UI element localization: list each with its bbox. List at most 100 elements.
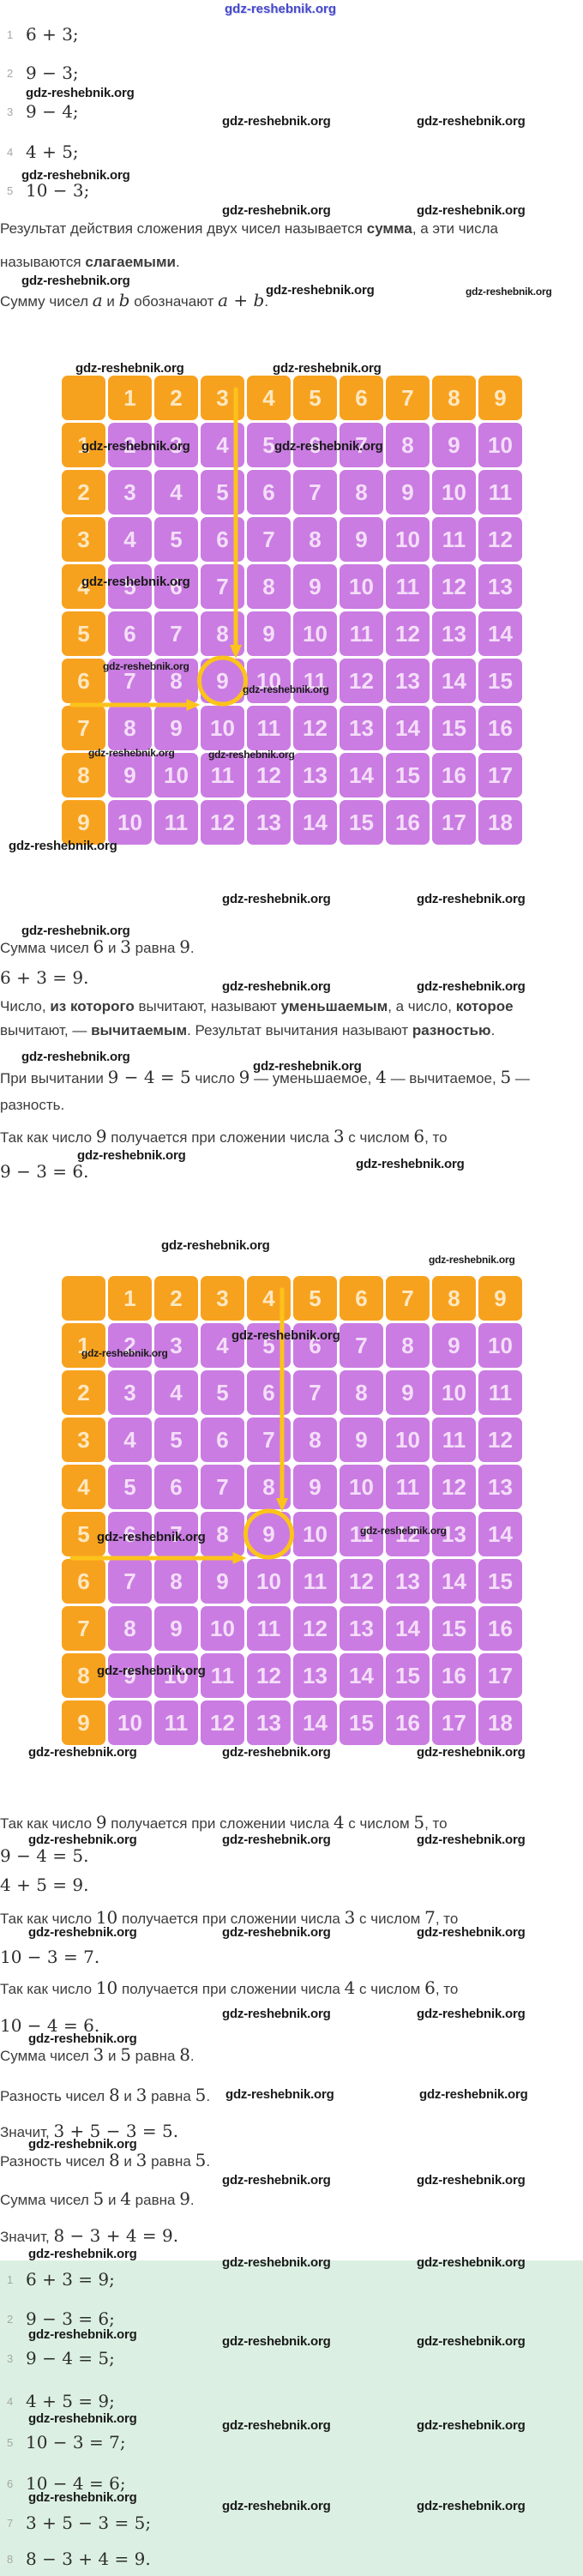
sum-cell: 13 bbox=[340, 1606, 383, 1651]
text-segment: с числом bbox=[344, 1815, 414, 1832]
text-segment: 8 bbox=[179, 2044, 190, 2065]
watermark: gdz-reshebnik.org bbox=[222, 2007, 331, 2021]
text-segment: с числом bbox=[355, 1981, 425, 1997]
text-segment: с числом bbox=[355, 1911, 425, 1927]
watermark: gdz-reshebnik.org bbox=[417, 1833, 526, 1847]
watermark: gdz-reshebnik.org bbox=[21, 274, 130, 288]
sum-cell: 11 bbox=[293, 659, 337, 703]
text-segment: и bbox=[104, 940, 121, 956]
equation-line: 9 − 3 = 6. bbox=[0, 1161, 88, 1182]
sum-cell: 14 bbox=[432, 659, 476, 703]
text-segment: , то bbox=[424, 1815, 448, 1832]
sum-cell: 12 bbox=[340, 1559, 383, 1604]
sum-cell: 13 bbox=[293, 753, 337, 797]
sum-cell: 14 bbox=[432, 1559, 476, 1604]
sum-cell: 6 bbox=[247, 470, 291, 515]
text-segment: 3 bbox=[135, 2085, 147, 2105]
text-segment: a bbox=[218, 290, 229, 310]
sum-cell: 8 bbox=[386, 423, 430, 467]
text-segment: 5 bbox=[413, 1812, 425, 1833]
sum-cell: 10 bbox=[293, 1512, 337, 1556]
text-segment: слагаемыми bbox=[85, 254, 176, 270]
answer-item: 2 9 − 3 = 6; bbox=[7, 2308, 115, 2329]
row-header-cell: 6 bbox=[62, 1559, 105, 1604]
watermark: gdz-reshebnik.org bbox=[417, 2334, 526, 2349]
sum-cell: 8 bbox=[386, 1323, 430, 1368]
text-segment: равна bbox=[147, 2088, 195, 2104]
watermark: gdz-reshebnik.org bbox=[81, 1347, 168, 1359]
text-line: Сумму чисел a и b обозначают a + b. bbox=[0, 290, 268, 310]
problem-item: 4 4 + 5; bbox=[7, 141, 79, 162]
row-header-cell: 8 bbox=[62, 1653, 105, 1698]
watermark: gdz-reshebnik.org bbox=[88, 747, 175, 759]
sum-cell: 12 bbox=[432, 564, 476, 609]
watermark: gdz-reshebnik.org bbox=[97, 1530, 206, 1544]
sum-cell: 13 bbox=[340, 706, 383, 750]
sum-cell: 10 bbox=[154, 753, 198, 797]
answer-item: 8 8 − 3 + 4 = 9. bbox=[7, 2549, 151, 2569]
sum-cell: 14 bbox=[340, 753, 383, 797]
column-header-cell: 7 bbox=[386, 376, 430, 420]
problem-number: 1 bbox=[7, 28, 14, 41]
column-header-cell: 6 bbox=[340, 1276, 383, 1321]
text-segment: 8 − 3 + 4 = 9. bbox=[53, 2225, 179, 2246]
column-header-cell: 5 bbox=[293, 1276, 337, 1321]
text-segment: 4 bbox=[344, 1977, 356, 1998]
sum-cell: 13 bbox=[432, 1512, 476, 1556]
sum-cell: 6 bbox=[201, 517, 244, 562]
sum-cell: 17 bbox=[478, 753, 522, 797]
sum-cell: 10 bbox=[432, 470, 476, 515]
watermark: gdz-reshebnik.org bbox=[81, 575, 190, 589]
problem-number: 4 bbox=[7, 146, 14, 159]
text-segment: 3 bbox=[120, 936, 131, 957]
text-segment: 9 − 4 = 5. bbox=[0, 1845, 89, 1866]
row-header-cell: 7 bbox=[62, 706, 105, 750]
sum-cell: 5 bbox=[247, 423, 291, 467]
text-segment: с числом bbox=[344, 1129, 414, 1146]
watermark: gdz-reshebnik.org bbox=[28, 1925, 137, 1940]
problem-expression: 6 + 3; bbox=[26, 24, 79, 45]
sum-cell: 7 bbox=[293, 470, 337, 515]
column-header-cell: 5 bbox=[293, 376, 337, 420]
text-segment: 5 bbox=[195, 2150, 207, 2170]
sum-cell: 10 bbox=[154, 1653, 198, 1698]
text-line: Результат действия сложения двух чисел н… bbox=[0, 220, 498, 238]
sum-cell: 15 bbox=[386, 1653, 430, 1698]
sum-cell: 14 bbox=[386, 1606, 430, 1651]
text-segment: 6 bbox=[413, 1126, 425, 1147]
sum-cell: 15 bbox=[386, 753, 430, 797]
sum-cell: 7 bbox=[340, 1323, 383, 1368]
watermark: gdz-reshebnik.org bbox=[417, 1745, 526, 1760]
answer-number: 4 bbox=[7, 2395, 14, 2408]
text-segment: 10 bbox=[95, 1977, 118, 1998]
text-segment: 6 + 3 = 9. bbox=[0, 967, 89, 988]
watermark: gdz-reshebnik.org bbox=[243, 683, 329, 695]
addition-grid: 1 2 3 4 5 6 7 8 9 1 2 3 4 5 6 7 8 9 10 2 3 4 5 6 7 8 9 10 11 3 4 5 6 7 8 9 1… bbox=[62, 376, 522, 845]
text-segment: и bbox=[119, 2088, 136, 2104]
sum-cell: 6 bbox=[247, 1370, 291, 1415]
text-segment: Так как число bbox=[0, 1981, 96, 1997]
text-segment: 3 bbox=[93, 2044, 105, 2065]
sum-cell: 10 bbox=[340, 564, 383, 609]
sum-cell: 3 bbox=[108, 470, 152, 515]
sum-cell: 3 bbox=[154, 1323, 198, 1368]
sum-cell: 14 bbox=[386, 706, 430, 750]
row-header-cell: 5 bbox=[62, 1512, 105, 1556]
watermark: gdz-reshebnik.org bbox=[360, 1525, 447, 1537]
answer-item: 3 9 − 4 = 5; bbox=[7, 2348, 115, 2368]
text-segment: Сумма чисел bbox=[0, 2192, 93, 2208]
sum-cell: 7 bbox=[201, 1465, 244, 1509]
column-header-cell: 2 bbox=[154, 376, 198, 420]
watermark: gdz-reshebnik.org bbox=[231, 1328, 340, 1343]
text-segment: Сумму чисел bbox=[0, 293, 93, 310]
sum-cell: 11 bbox=[432, 1417, 476, 1462]
sum-cell: 7 bbox=[108, 1559, 152, 1604]
sum-cell: 8 bbox=[201, 1512, 244, 1556]
text-segment: — bbox=[511, 1070, 530, 1086]
sum-cell: 6 bbox=[154, 564, 198, 609]
text-segment: равна bbox=[147, 2153, 195, 2170]
sum-cell: 11 bbox=[201, 1653, 244, 1698]
sum-cell: 3 bbox=[154, 423, 198, 467]
text-segment: получается при сложении числа bbox=[106, 1815, 334, 1832]
text-segment: равна bbox=[130, 2192, 180, 2208]
